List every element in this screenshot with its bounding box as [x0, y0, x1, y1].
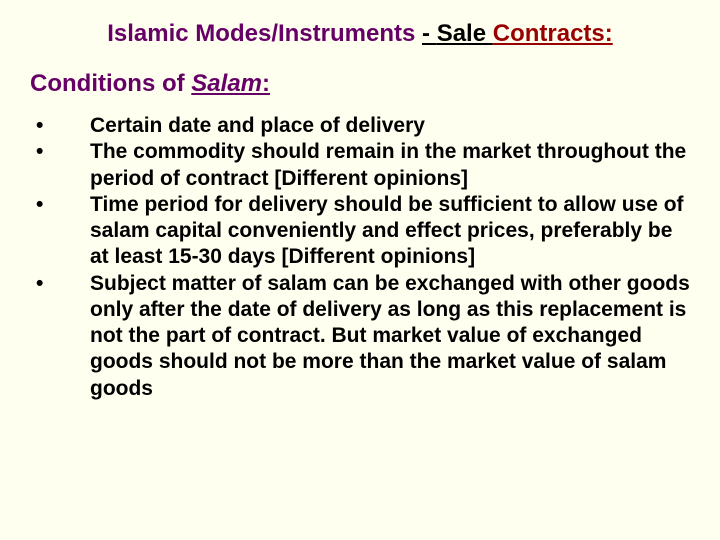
slide-title: Islamic Modes/Instruments - Sale Contrac…: [30, 18, 690, 49]
bullet-marker-icon: •: [30, 139, 90, 165]
subtitle-colon: :: [262, 70, 270, 97]
bullet-text: Certain date and place of delivery: [90, 113, 690, 139]
subtitle-italic: Salam: [191, 70, 262, 97]
title-segment-sale: Sale: [437, 20, 493, 47]
bullet-list: • Certain date and place of delivery • T…: [30, 113, 690, 402]
subtitle-lead: Conditions of: [30, 70, 191, 97]
slide-subtitle: Conditions of Salam:: [30, 69, 690, 99]
title-segment-dash: -: [422, 20, 437, 47]
bullet-marker-icon: •: [30, 192, 90, 218]
list-item: • Certain date and place of delivery: [30, 113, 690, 139]
slide: Islamic Modes/Instruments - Sale Contrac…: [0, 0, 720, 540]
bullet-marker-icon: •: [30, 113, 90, 139]
bullet-text: Time period for delivery should be suffi…: [90, 192, 690, 271]
bullet-marker-icon: •: [30, 271, 90, 297]
list-item: • Time period for delivery should be suf…: [30, 192, 690, 271]
bullet-text: The commodity should remain in the marke…: [90, 139, 690, 192]
list-item: • Subject matter of salam can be exchang…: [30, 271, 690, 402]
title-segment-contracts: Contracts:: [493, 20, 613, 47]
bullet-text: Subject matter of salam can be exchanged…: [90, 271, 690, 402]
list-item: • The commodity should remain in the mar…: [30, 139, 690, 192]
title-segment-1: Islamic Modes/Instruments: [107, 20, 422, 47]
